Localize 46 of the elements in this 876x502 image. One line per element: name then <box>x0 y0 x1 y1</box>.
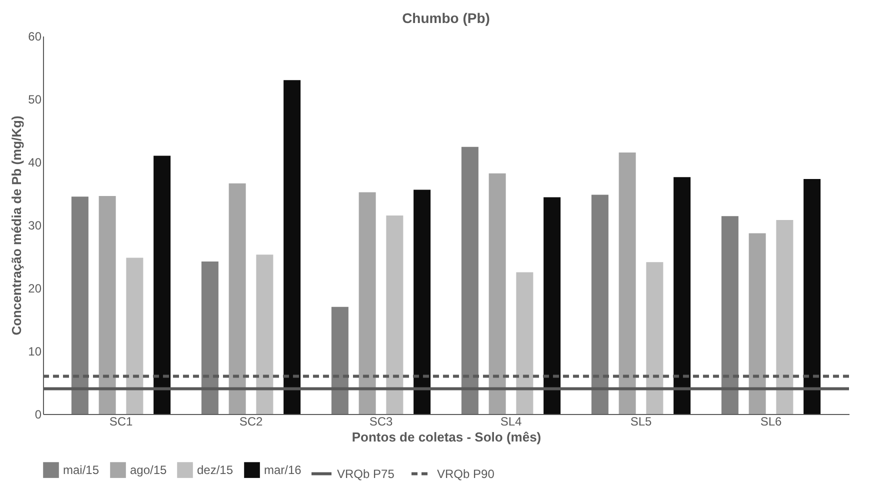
legend-label: mai/15 <box>63 463 100 478</box>
bar <box>674 177 691 414</box>
bar <box>591 194 608 414</box>
legend-label: ago/15 <box>130 463 168 478</box>
bar <box>804 179 821 414</box>
bar <box>126 258 144 414</box>
x-tick-label: SL4 <box>500 414 522 428</box>
bar <box>71 196 88 414</box>
y-tick-label: 0 <box>34 408 42 422</box>
bar <box>414 190 431 414</box>
y-tick-label: 60 <box>28 30 42 44</box>
bar <box>544 197 561 414</box>
legend-label: mar/16 <box>264 463 302 478</box>
y-tick-label: 20 <box>28 282 42 296</box>
bar <box>776 220 794 414</box>
bar <box>721 216 738 414</box>
bar <box>386 216 404 414</box>
bar <box>98 196 116 414</box>
y-axis-title: Concentração média de Pb (mg/Kg) <box>9 116 24 336</box>
legend-label: dez/15 <box>197 463 234 478</box>
bar <box>748 233 766 414</box>
x-tick-label: SC1 <box>109 414 133 428</box>
bar <box>358 192 376 414</box>
bar <box>618 152 636 414</box>
legend-label: VRQb P90 <box>437 466 495 481</box>
bar <box>154 156 171 414</box>
x-axis-title: Pontos de coletas - Solo (mês) <box>352 430 542 444</box>
y-tick-label: 10 <box>28 344 42 358</box>
chart-title: Chumbo (Pb) <box>402 10 490 26</box>
x-tick-label: SC3 <box>369 414 393 428</box>
bar <box>516 272 534 414</box>
x-tick-label: SL6 <box>760 414 782 428</box>
legend-label: VRQb P75 <box>337 466 395 481</box>
bar <box>256 254 274 414</box>
y-tick-label: 50 <box>28 92 42 106</box>
y-tick-label: 30 <box>28 218 42 232</box>
bar <box>461 146 478 414</box>
y-tick-label: 40 <box>28 156 42 170</box>
bar <box>646 262 664 414</box>
x-tick-label: SC2 <box>239 414 263 428</box>
x-tick-label: SL5 <box>630 414 652 428</box>
bar <box>284 80 301 414</box>
bar <box>488 173 506 414</box>
bar <box>201 262 218 414</box>
bar <box>331 306 348 414</box>
bar <box>228 183 246 414</box>
